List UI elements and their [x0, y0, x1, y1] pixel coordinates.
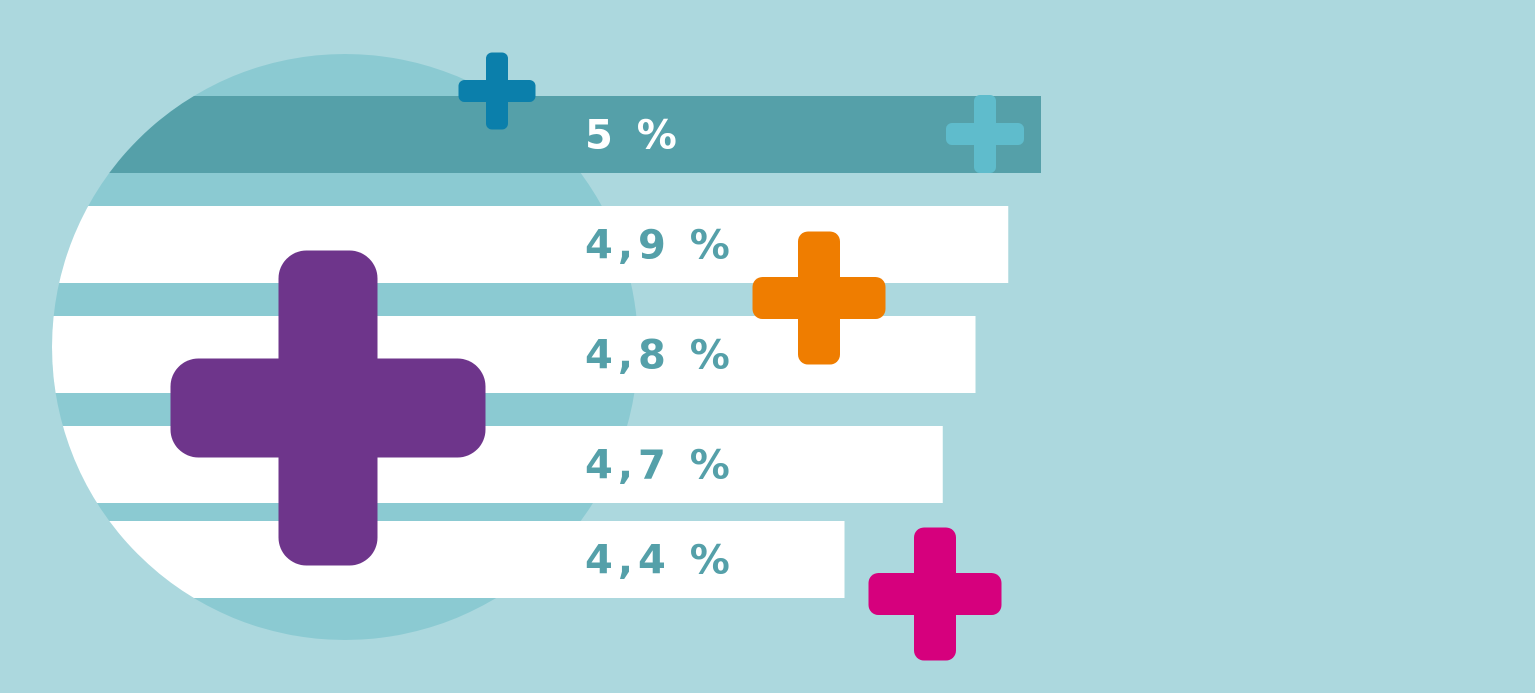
plus-icon-light-blue — [946, 95, 1024, 173]
bar-2-value-label: 4,9 % — [585, 223, 735, 269]
bar-2 — [386, 206, 1009, 283]
bar-1-circle-part — [52, 96, 386, 173]
bars-layer — [52, 96, 1041, 598]
bar-1 — [386, 96, 1041, 173]
bar-4-value-label: 4,7 % — [585, 443, 735, 489]
labels-layer: 5 % 4,9 % 4,8 % 4,7 % 4,4 % — [585, 113, 735, 584]
bar-5-value-label: 4,4 % — [585, 538, 735, 584]
plus-icon-purple — [170, 250, 486, 566]
decor-layer — [170, 52, 1024, 661]
bar-5 — [386, 521, 845, 598]
bar-1-value-label: 5 % — [585, 113, 682, 159]
plus-icon-magenta — [868, 527, 1002, 661]
plus-icon-orange — [752, 231, 886, 365]
bar-3-value-label: 4,8 % — [585, 333, 735, 379]
plus-icon-dark-blue — [458, 52, 536, 130]
